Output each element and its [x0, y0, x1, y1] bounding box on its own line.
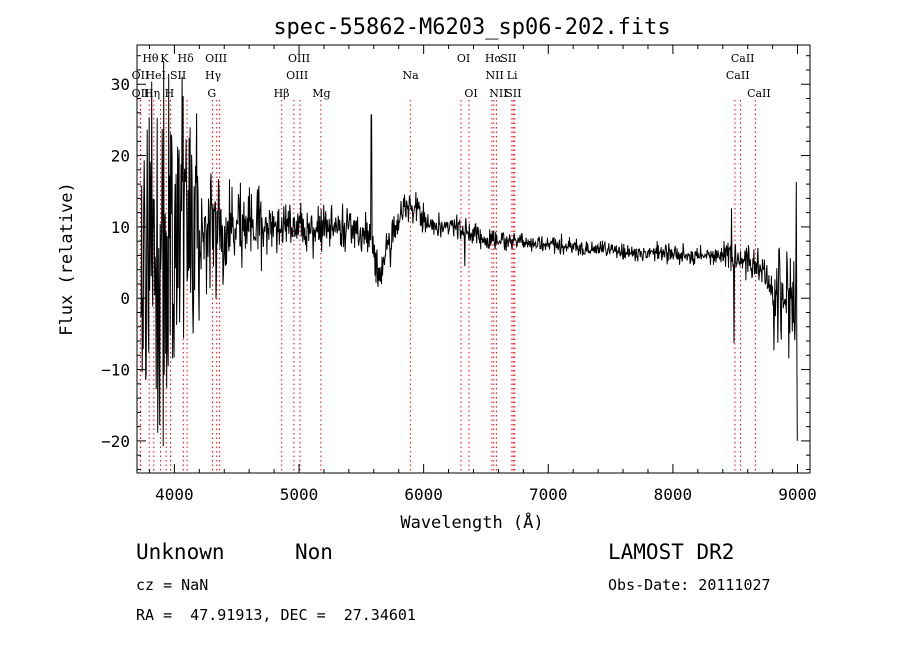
spectrum-line [140, 60, 798, 447]
line-marker-label: OII [132, 87, 150, 100]
x-tick-label: 8000 [654, 485, 693, 504]
line-marker-label: Li [507, 69, 518, 82]
x-tick-label: 4000 [155, 485, 194, 504]
line-marker-label: OIII [205, 52, 227, 65]
object-subclass: Non [295, 540, 333, 564]
line-marker-label: NII [486, 69, 504, 82]
line-marker-label: OIII [286, 69, 308, 82]
x-tick-label: 5000 [280, 485, 319, 504]
line-marker-label: HeI [145, 69, 165, 82]
line-marker-label: OIII [288, 52, 310, 65]
line-marker-label: G [207, 87, 216, 100]
line-marker-label: Na [402, 69, 419, 82]
survey-name: LAMOST DR2 [608, 540, 735, 564]
line-marker-label: SII [505, 87, 521, 100]
line-marker-label: Hδ [177, 52, 194, 65]
line-marker-label: CaII [747, 87, 771, 100]
line-marker-label: CaII [726, 69, 750, 82]
line-marker-label: SII [500, 52, 516, 65]
axis-ticks: 4000 5000 6000 7000 8000 9000 −20 −10 0 10 20 30 [101, 45, 817, 504]
line-marker-label: Hα [485, 52, 503, 65]
y-tick-label: 30 [111, 75, 130, 94]
x-tick-label: 7000 [529, 485, 568, 504]
line-marker-label: Hγ [205, 69, 222, 82]
redshift-value: cz = NaN [136, 576, 209, 594]
y-tick-label: −10 [101, 361, 130, 380]
x-axis-label: Wavelength (Å) [400, 511, 543, 533]
chart-title: spec-55862-M6203_sp06-202.fits [273, 15, 670, 40]
object-class: Unknown [136, 540, 225, 564]
line-marker-label: Hβ [274, 87, 290, 100]
plot-frame [136, 44, 811, 474]
y-tick-label: 20 [111, 147, 130, 166]
line-marker-label: H [165, 87, 175, 100]
y-tick-label: 0 [120, 289, 130, 308]
line-marker-label: CaII [731, 52, 755, 65]
line-marker-label: NII [489, 87, 507, 100]
line-marker-label: SII [170, 69, 186, 82]
x-tick-label: 6000 [404, 485, 443, 504]
y-tick-label: 10 [111, 218, 130, 237]
y-axis-label: Flux (relative) [57, 182, 77, 336]
observation-date: Obs-Date: 20111027 [608, 576, 771, 594]
y-tick-label: −20 [101, 432, 130, 451]
line-marker-label: OII [132, 69, 150, 82]
x-tick-label: 9000 [778, 485, 817, 504]
coordinates: RA = 47.91913, DEC = 27.34601 [136, 606, 416, 624]
line-marker-label: OI [457, 52, 470, 65]
line-marker-label: OI [464, 87, 477, 100]
line-marker-label: Mg [312, 87, 330, 100]
line-marker-label: K [160, 52, 169, 65]
line-marker-label: Hθ [142, 52, 159, 65]
